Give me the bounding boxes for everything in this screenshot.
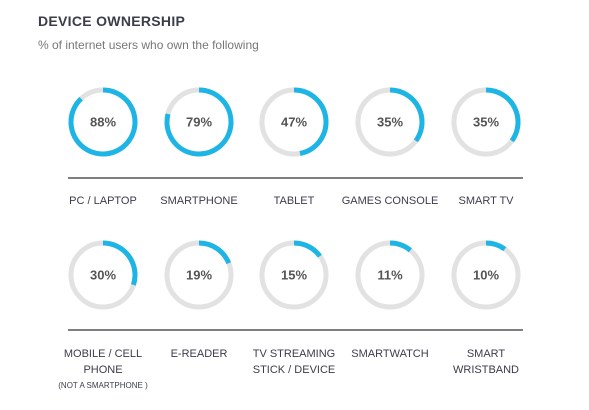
value-label: 88% xyxy=(90,114,116,129)
ring-arc xyxy=(389,240,412,253)
value-label: 35% xyxy=(377,114,403,129)
ring-arc xyxy=(68,87,138,157)
ring-arc xyxy=(293,87,329,156)
category-label: MOBILE / CELL PHONE xyxy=(63,348,143,376)
category-label: PC / LAPTOP xyxy=(69,195,137,207)
category-label: TABLET xyxy=(273,195,315,207)
ring-arc xyxy=(485,240,507,252)
category-label: SMARTWATCH xyxy=(351,348,429,360)
value-label: 15% xyxy=(281,267,307,282)
chart-title: DEVICE OWNERSHIP xyxy=(38,13,186,29)
value-label: 79% xyxy=(186,114,212,129)
chart-subtitle: % of internet users who own the followin… xyxy=(38,38,259,52)
category-label: GAMES CONSOLE xyxy=(341,195,439,207)
value-label: 35% xyxy=(473,114,499,129)
value-label: 19% xyxy=(186,267,212,282)
ring-arc xyxy=(293,240,322,258)
value-label: 47% xyxy=(281,114,307,129)
ring-arc xyxy=(389,87,425,143)
category-label: E-READER xyxy=(170,348,228,360)
category-label: SMARTPHONE xyxy=(160,195,238,207)
value-label: 10% xyxy=(473,267,499,282)
value-label: 30% xyxy=(90,267,116,282)
category-label: SMART TV xyxy=(458,195,514,207)
category-label: TV STREAMING STICK / DEVICE xyxy=(252,348,336,376)
ring-arc xyxy=(102,240,138,286)
ring-arc xyxy=(164,87,234,157)
value-label: 11% xyxy=(377,267,403,282)
category-label: SMART WRISTBAND xyxy=(453,348,519,376)
annotation: (NOT A SMARTPHONE ) xyxy=(58,381,148,390)
ring-arc xyxy=(485,87,521,143)
ring-arc xyxy=(198,240,232,265)
